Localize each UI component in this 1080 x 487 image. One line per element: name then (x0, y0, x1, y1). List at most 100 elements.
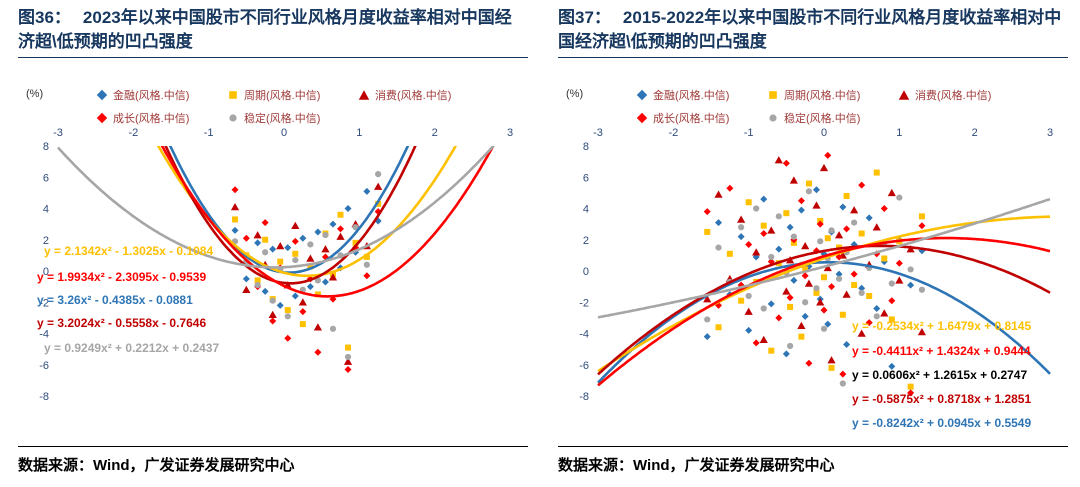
trendline-equation: y = 0.0606x² + 1.2615x + 0.2747 (852, 368, 1028, 382)
legend-marker-diamond-icon (96, 89, 108, 101)
svg-text:1: 1 (356, 127, 362, 139)
svg-text:-2: -2 (579, 297, 589, 309)
legend-item: 成长(风格.中信) (636, 110, 767, 126)
data-source-note: 数据来源：Wind，广发证券发展研究中心 (18, 446, 528, 475)
legend-item-label: 消费(风格.中信) (375, 90, 452, 102)
legend-item: 金融(风格.中信) (96, 87, 227, 103)
svg-text:-2: -2 (128, 127, 138, 139)
svg-text:-3: -3 (53, 127, 63, 139)
svg-text:-3: -3 (593, 127, 603, 139)
svg-text:6: 6 (43, 172, 49, 184)
svg-text:4: 4 (43, 204, 49, 216)
trendline-稳定(风格.中信) (597, 197, 1051, 319)
data-source-note: 数据来源：Wind，广发证券发展研究中心 (558, 446, 1068, 475)
legend-item: 周期(风格.中信) (767, 87, 898, 103)
svg-text:3: 3 (507, 127, 513, 139)
trendline-equation: y = 2.1342x² - 1.3025x - 0.1084 (44, 244, 214, 258)
legend-item-label: 成长(风格.中信) (113, 113, 190, 125)
trendline-稳定(风格.中信) (57, 146, 496, 269)
svg-text:-4: -4 (39, 329, 49, 341)
svg-text:-2: -2 (39, 297, 49, 309)
trendline-equation: y = 3.26x² - 0.4385x - 0.0881 (37, 293, 193, 307)
legend-item-label: 周期(风格.中信) (244, 90, 321, 102)
svg-text:-8: -8 (579, 391, 589, 403)
svg-text:-2: -2 (668, 127, 678, 139)
svg-text:8: 8 (43, 141, 49, 153)
legend-item-label: 成长(风格.中信) (653, 113, 730, 125)
scatter-chart-37: -3 -2 -1 0 1 2 3 8 6 4 2 0 -2 -4 -6 -8 (579, 127, 1053, 403)
svg-text:0: 0 (821, 127, 827, 139)
legend-marker-diamond-icon (636, 112, 648, 124)
legend-marker-square-icon (227, 89, 239, 101)
trendline-消费(风格.中信) (597, 244, 1051, 376)
legend-row-1: 金融(风格.中信) 周期(风格.中信) 消费(风格.中信) (636, 87, 1029, 103)
trendline-equation: y = -0.4411x² + 1.4324x + 0.9444 (852, 344, 1031, 358)
svg-text:-1: -1 (204, 127, 214, 139)
points-金融(风格.中信) (231, 187, 382, 309)
svg-text:8: 8 (583, 141, 589, 153)
figure-number-label: 图36： (18, 8, 71, 27)
trendline-equation: y = -0.8242x² + 0.0945x + 0.5549 (852, 416, 1032, 430)
legend-item: 稳定(风格.中信) (227, 110, 358, 126)
svg-text:-6: -6 (39, 360, 49, 372)
svg-text:3: 3 (1047, 127, 1053, 139)
figure-number-label: 图37： (558, 8, 611, 27)
y-axis-unit-label: (%) (566, 88, 584, 100)
legend-item-label: 金融(风格.中信) (653, 90, 730, 102)
figure-37-title: 图37： 2015-2022年以来中国股市不同行业风格月度收益率相对中国经济超\低… (558, 6, 1068, 59)
legend-marker-diamond-icon (96, 112, 108, 124)
legend-row-1: 金融(风格.中信) 周期(风格.中信) 消费(风格.中信) (96, 87, 489, 103)
legend-item: 周期(风格.中信) (227, 87, 358, 103)
trendline-成长(风格.中信) (160, 146, 495, 298)
svg-text:0: 0 (583, 266, 589, 278)
svg-text:0: 0 (43, 266, 49, 278)
svg-text:2: 2 (43, 235, 49, 247)
legend-row-2: 成长(风格.中信) 稳定(风格.中信) (636, 110, 898, 126)
trendline-equation: y = 3.2024x² - 0.5558x - 0.7646 (37, 316, 207, 330)
svg-text:-4: -4 (579, 329, 589, 341)
legend-item-label: 稳定(风格.中信) (244, 113, 321, 125)
trendline-成长(风格.中信) (597, 236, 1051, 387)
svg-text:-6: -6 (579, 360, 589, 372)
legend-item: 成长(风格.中信) (96, 110, 227, 126)
points-消费(风格.中信) (230, 182, 383, 365)
legend-item-label: 周期(风格.中信) (784, 90, 861, 102)
svg-text:1: 1 (896, 127, 902, 139)
svg-text:4: 4 (583, 204, 589, 216)
legend-marker-circle-icon (767, 112, 779, 124)
svg-text:2: 2 (432, 127, 438, 139)
legend-item-label: 稳定(风格.中信) (784, 113, 861, 125)
legend-row-2: 成长(风格.中信) 稳定(风格.中信) (96, 110, 358, 126)
svg-text:2: 2 (583, 235, 589, 247)
y-axis-unit-label: (%) (26, 88, 44, 100)
trendline-金融(风格.中信) (597, 261, 1051, 384)
legend-marker-diamond-icon (636, 89, 648, 101)
legend-item: 金融(风格.中信) (636, 87, 767, 103)
svg-text:2: 2 (972, 127, 978, 139)
figure-title-text: 2015-2022年以来中国股市不同行业风格月度收益率相对中国经济超\低预期的凹… (558, 8, 1062, 52)
legend-item-label: 金融(风格.中信) (113, 90, 190, 102)
legend-marker-triangle-icon (898, 89, 910, 101)
svg-text:0: 0 (281, 127, 287, 139)
legend-marker-triangle-icon (358, 89, 370, 101)
figure-title-text: 2023年以来中国股市不同行业风格月度收益率相对中国经济超\低预期的凹凸强度 (18, 8, 512, 52)
trendline-equation: y = -0.5875x² + 0.8718x + 1.2851 (852, 392, 1032, 406)
legend-item: 消费(风格.中信) (358, 87, 489, 103)
scatter-chart-36: -3 -2 -1 0 1 2 3 8 6 4 2 0 -2 -4 -6 -8 (39, 127, 513, 403)
legend-marker-square-icon (767, 89, 779, 101)
legend-marker-circle-icon (227, 112, 239, 124)
points-消费(风格.中信) (703, 156, 927, 364)
svg-text:6: 6 (583, 172, 589, 184)
trendline-消费(风格.中信) (164, 146, 417, 285)
svg-text:-8: -8 (39, 391, 49, 403)
legend-item: 稳定(风格.中信) (767, 110, 898, 126)
legend-item-label: 消费(风格.中信) (915, 90, 992, 102)
svg-text:-1: -1 (744, 127, 754, 139)
trendline-equation: y = 0.9249x² + 0.2212x + 0.2437 (44, 341, 220, 355)
legend-item: 消费(风格.中信) (898, 87, 1029, 103)
points-成长(风格.中信) (231, 186, 382, 373)
figure-37-panel: 图37： 2015-2022年以来中国股市不同行业风格月度收益率相对中国经济超\低… (540, 0, 1080, 487)
figure-36-title: 图36： 2023年以来中国股市不同行业风格月度收益率相对中国经济超\低预期的凹凸… (18, 6, 528, 59)
trendline-周期(风格.中信) (156, 146, 458, 278)
